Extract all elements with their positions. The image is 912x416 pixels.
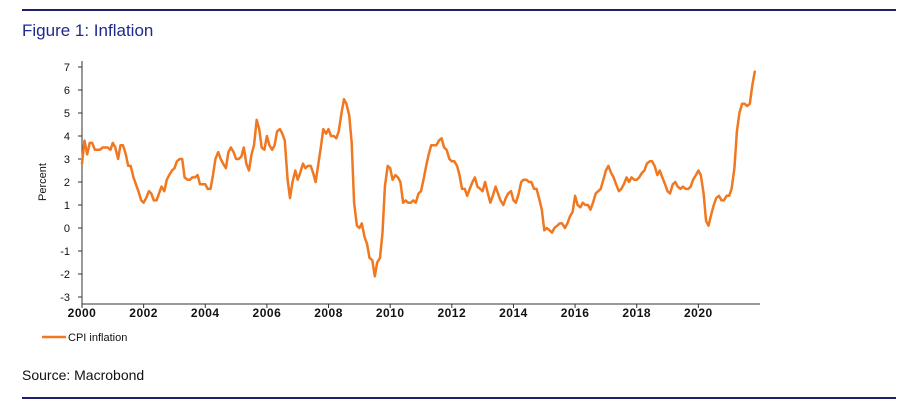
x-tick-label: 2020 [684,306,713,320]
y-tick-label: 1 [64,200,70,212]
x-tick-label: 2000 [68,306,97,320]
y-tick-label: 5 [64,108,70,120]
legend: CPI inflation [42,332,127,344]
source-note: Source: Macrobond [22,367,145,383]
x-tick-label: 2002 [129,306,158,320]
y-tick-label: 2 [64,177,70,189]
chart-axes: -3 -2 -1 0 1 2 3 4 5 6 7 2000 2002 2004 2006 2008 2010 20… [60,61,760,320]
x-tick-label: 2014 [499,306,528,320]
y-tick-label: 6 [64,85,70,97]
y-tick-label: -3 [60,292,70,304]
y-tick-label: 0 [64,223,70,235]
bottom-rule [22,397,896,399]
y-axis-label: Percent [37,163,49,201]
x-tick-label: 2008 [314,306,343,320]
x-tick-label: 2012 [437,306,466,320]
y-tick-label: 4 [64,131,70,143]
y-tick-label: 3 [64,154,70,166]
y-tick-label: -1 [60,246,70,258]
x-tick-label: 2016 [561,306,590,320]
figure-title: Figure 1: Inflation [22,21,154,40]
x-tick-label: 2004 [191,306,220,320]
x-tick-label: 2018 [622,306,651,320]
legend-label: CPI inflation [68,332,127,344]
x-tick-label: 2006 [253,306,282,320]
y-tick-label: 7 [64,62,70,74]
top-rule [22,9,896,11]
chart-series [80,70,757,278]
series-line-cpi-inflation [80,70,757,278]
x-tick-label: 2010 [376,306,405,320]
y-tick-label: -2 [60,269,70,281]
